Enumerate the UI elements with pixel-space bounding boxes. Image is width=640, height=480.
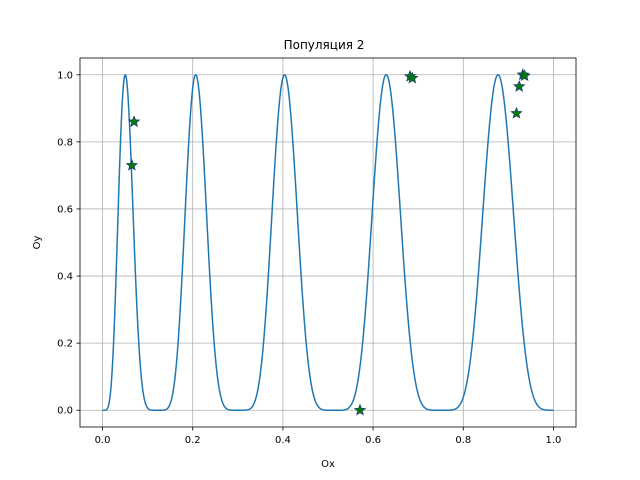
population-point-marker [125,158,139,171]
population-point-marker [518,69,531,82]
y-tick-label: 0.2 [57,339,73,350]
fitness-curve-line [102,74,554,411]
y-axis-label: Oy [32,236,43,250]
x-axis-ticks: 0.0 0.2 0.4 0.6 0.8 1.0 [95,427,562,446]
population-point-marker [406,71,419,84]
population-point-marker [512,79,526,92]
population-point-marker [127,115,141,128]
x-tick-label: 0.6 [365,435,381,446]
y-tick-label: 0.6 [57,204,73,215]
x-tick-label: 0.2 [185,435,201,446]
plot-area [102,68,554,416]
x-tick-label: 0.4 [275,435,291,446]
y-tick-label: 0.0 [57,406,73,417]
y-tick-label: 1.0 [57,70,73,81]
x-tick-label: 1.0 [546,435,562,446]
x-tick-label: 0.0 [95,435,111,446]
y-axis-ticks: 0.0 0.2 0.4 0.6 0.8 1.0 [57,70,80,417]
x-tick-label: 0.8 [455,435,471,446]
y-tick-label: 0.8 [57,137,73,148]
population-point-marker [353,403,367,416]
grid [80,58,576,427]
axes-frame [79,57,577,428]
population-point-marker [510,106,523,119]
chart-title: Популяция 2 [284,38,365,52]
x-axis-label: Ox [321,459,335,470]
y-tick-label: 0.4 [57,272,73,283]
